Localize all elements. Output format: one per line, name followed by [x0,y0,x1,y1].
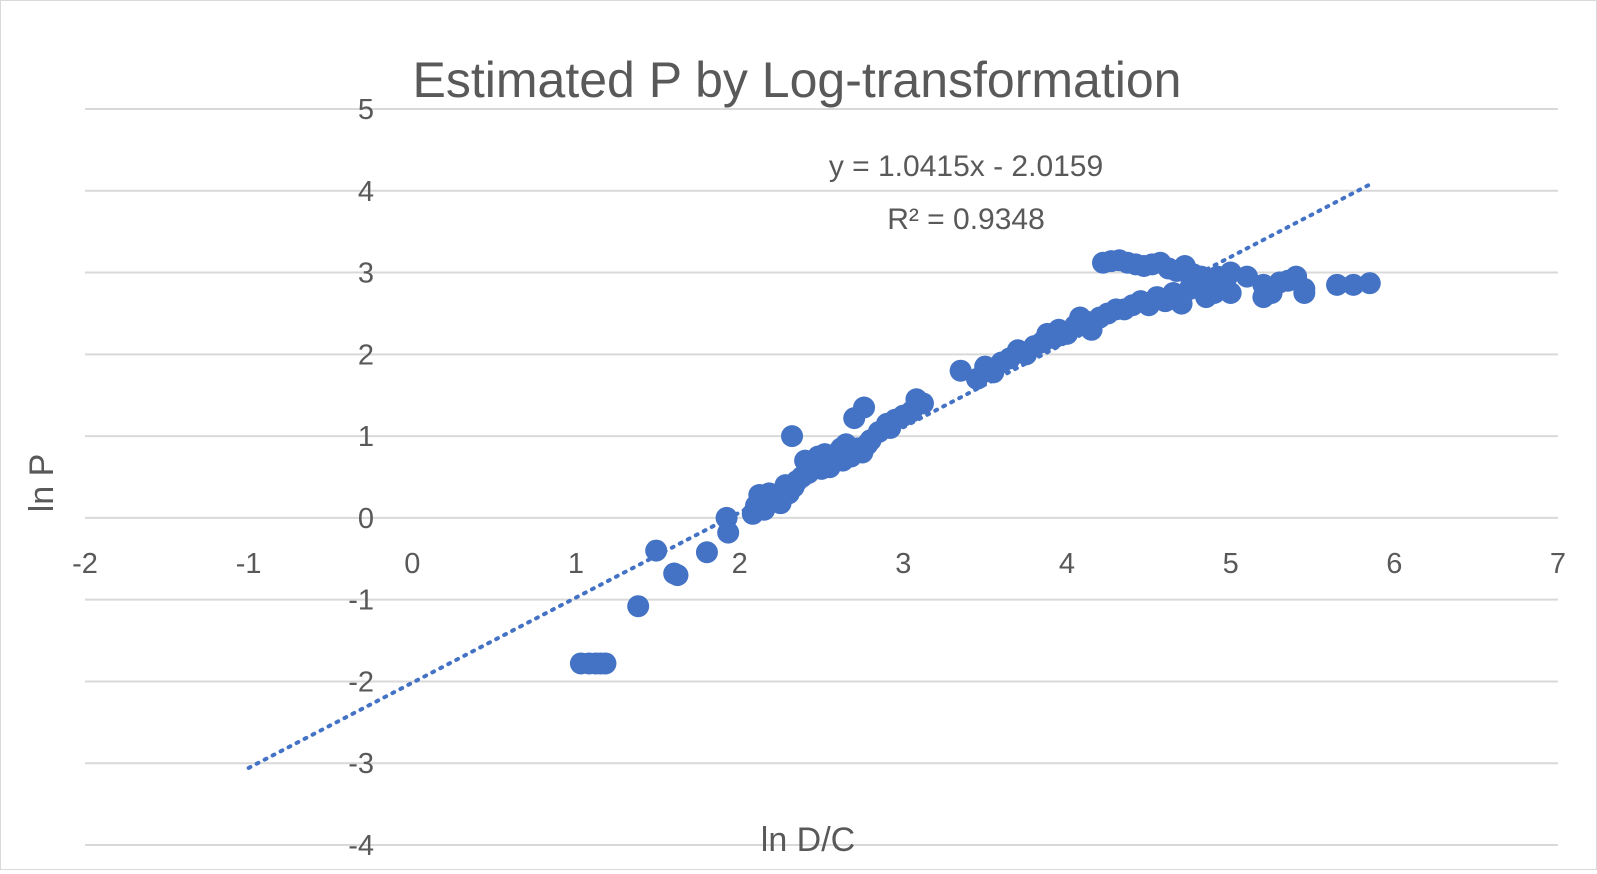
data-point [911,392,934,415]
y-axis-title: ln P [23,454,61,513]
y-tick-label: 3 [358,258,374,290]
y-tick-label: 5 [358,94,374,126]
data-point [853,396,876,419]
x-tick-label: 5 [1223,548,1239,580]
y-tick-label: 4 [358,176,374,208]
data-point [949,359,972,382]
y-tick-label: 1 [358,421,374,453]
data-point [1293,282,1316,304]
x-tick-label: 3 [895,548,911,580]
data-point [695,541,718,564]
data-point [1236,265,1259,288]
data-point [1326,273,1349,296]
x-tick-label: 2 [732,548,748,580]
data-point [627,595,650,618]
x-tick-label: 0 [404,548,420,580]
x-tick-label: -1 [236,548,262,580]
chart-title: Estimated P by Log-transformation [413,52,1182,108]
x-tick-label: 6 [1386,548,1402,580]
data-point [1252,286,1275,309]
data-point [594,652,617,675]
x-axis-title: ln D/C [761,821,855,859]
x-tick-label: 4 [1059,548,1075,580]
data-point [1358,272,1381,295]
trendline-equation: y = 1.0415x - 2.0159 [829,150,1103,183]
data-point [717,521,740,544]
y-tick-labels: 5 4 3 2 1 0 -1 -2 -3 -4 [348,94,374,862]
data-point [666,564,689,587]
x-tick-label: 7 [1550,548,1566,580]
data-point [645,539,668,562]
data-points [569,249,1381,675]
data-point [781,425,804,448]
y-tick-label: -4 [348,830,374,862]
y-tick-label: -1 [348,585,374,617]
x-tick-label: -2 [72,548,98,580]
data-point [1342,273,1365,296]
gridlines [85,108,1558,846]
y-tick-label: -2 [348,666,374,698]
x-tick-labels: -2 -1 0 1 2 3 4 5 6 7 [72,548,1566,580]
trendline-r-squared: R² = 0.9348 [887,203,1045,236]
x-tick-label: 1 [568,548,584,580]
y-tick-label: 0 [358,503,374,535]
y-tick-label: -3 [348,748,374,780]
y-tick-label: 2 [358,339,374,371]
